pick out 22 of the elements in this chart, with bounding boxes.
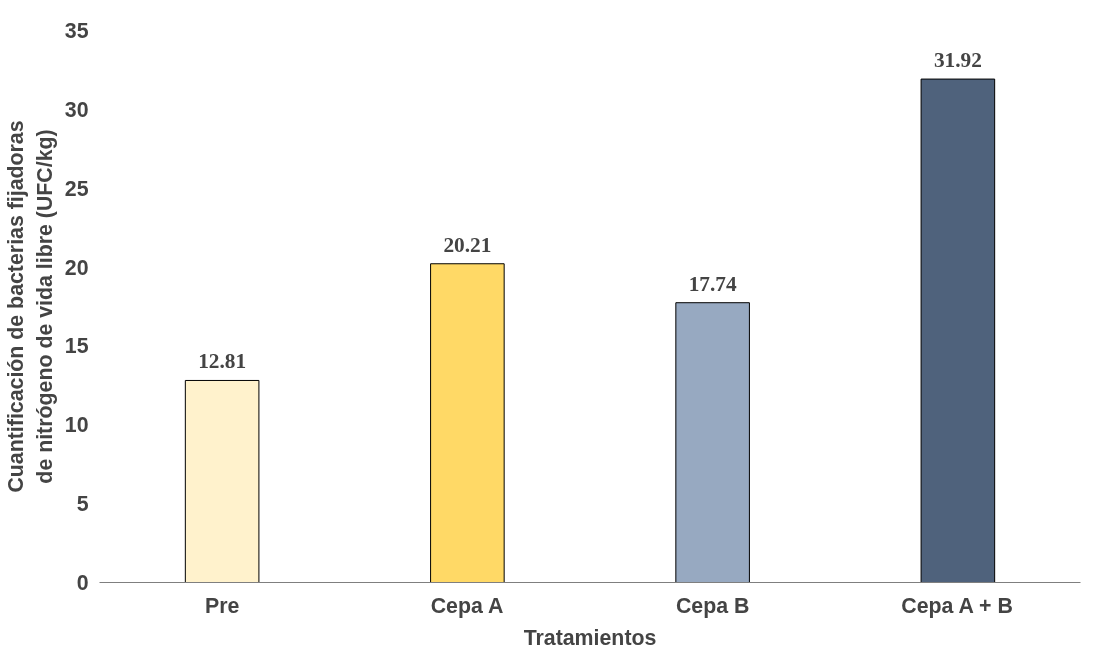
y-tick-label: 25 bbox=[64, 176, 89, 201]
bar bbox=[430, 263, 505, 583]
data-label: 20.21 bbox=[443, 232, 492, 257]
x-tick-label: Pre bbox=[204, 593, 240, 618]
bar bbox=[920, 78, 996, 583]
y-tick-label: 30 bbox=[64, 97, 89, 122]
x-axis-title: Tratamientos bbox=[523, 625, 657, 650]
x-tick-label: Cepa A bbox=[430, 593, 504, 618]
y-tick-label: 15 bbox=[64, 334, 89, 359]
x-tick-label: Cepa B bbox=[675, 593, 750, 618]
y-tick-label: 10 bbox=[64, 413, 89, 438]
bar bbox=[184, 379, 260, 583]
data-label: 31.92 bbox=[933, 48, 982, 73]
y-tick-label: 0 bbox=[76, 571, 89, 595]
y-tick-label: 5 bbox=[76, 492, 89, 517]
y-tick-label: 35 bbox=[64, 19, 89, 43]
bar bbox=[675, 302, 750, 583]
y-tick-label: 20 bbox=[64, 255, 89, 280]
x-tick-label: Cepa A + B bbox=[901, 593, 1013, 618]
y-axis-title: Cuantificación de bacterias fijadoras de nitrógeno de vida libre (UFC/kg) bbox=[3, 120, 57, 493]
data-label: 12.81 bbox=[198, 349, 247, 374]
data-label: 17.74 bbox=[688, 271, 737, 296]
